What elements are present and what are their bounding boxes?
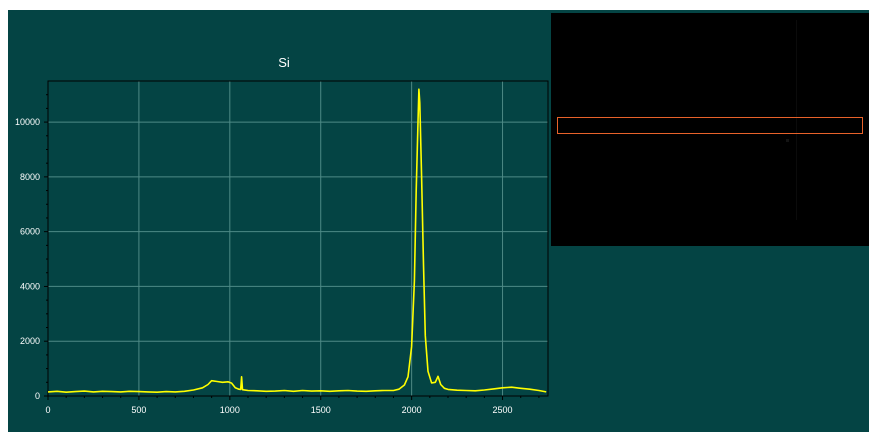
y-axis: 0 2000 4000 6000 8000 10000: [15, 94, 48, 401]
x-tick-label: 1000: [220, 405, 240, 415]
x-tick-label: 2000: [402, 405, 422, 415]
x-tick-label: 500: [131, 405, 146, 415]
grid: [48, 81, 548, 396]
y-tick-label: 8000: [20, 172, 40, 182]
image-preview[interactable]: [551, 13, 869, 246]
x-tick-label: 0: [45, 405, 50, 415]
chart-title: Si: [278, 55, 290, 70]
y-tick-label: 4000: [20, 281, 40, 291]
preview-dot: [786, 139, 789, 142]
y-tick-label: 6000: [20, 227, 40, 237]
x-axis: 0 500 1000 1500 2000 2500: [45, 396, 540, 415]
plot-area[interactable]: [47, 80, 549, 397]
roi-selection-box[interactable]: [557, 117, 863, 134]
y-tick-label: 2000: [20, 336, 40, 346]
series-layer: [47, 88, 547, 393]
x-tick-label: 1500: [311, 405, 331, 415]
x-tick-label: 2500: [493, 405, 513, 415]
y-tick-label: 0: [35, 391, 40, 401]
preview-streak: [796, 20, 797, 220]
y-tick-label: 10000: [15, 117, 40, 127]
series-line: [47, 88, 547, 393]
